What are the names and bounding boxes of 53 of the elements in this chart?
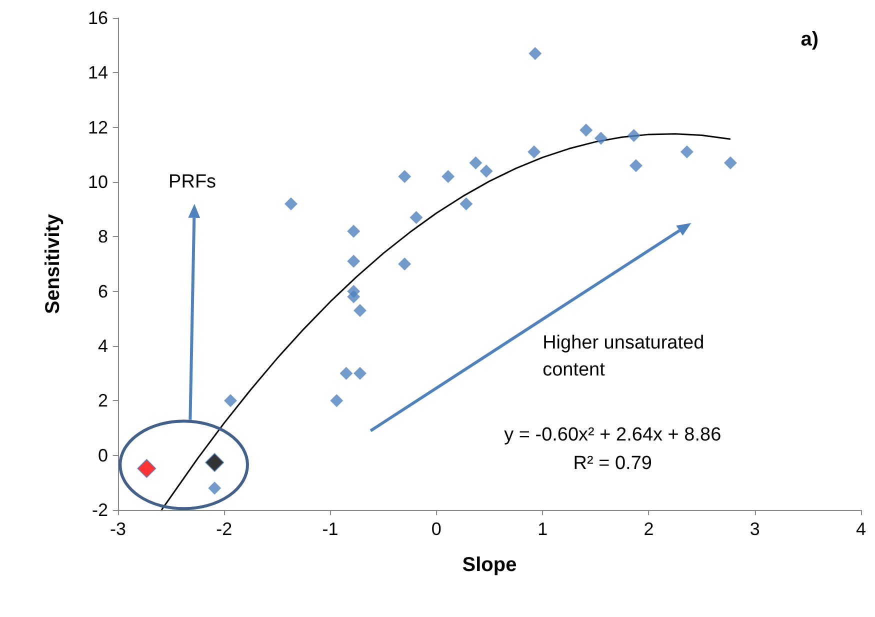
x-tick-label: 1 [538, 519, 548, 539]
line-series [160, 133, 732, 511]
point [680, 145, 694, 158]
point [347, 224, 360, 238]
point [347, 254, 360, 268]
point [528, 47, 542, 60]
x-tick-label: -3 [110, 519, 126, 539]
y-axis-title: Sensitivity [42, 213, 64, 314]
y-tick-label: 14 [88, 62, 108, 83]
y-tick-label: 2 [98, 390, 108, 411]
annotation: Higher unsaturated content [542, 332, 704, 381]
point [594, 132, 608, 145]
point [398, 170, 412, 184]
x-tick-label: -1 [322, 519, 338, 539]
annotation: PRFs [168, 171, 216, 192]
point [398, 258, 412, 270]
point [629, 159, 642, 172]
point [208, 482, 222, 495]
y-tick-label: 6 [98, 281, 108, 302]
y-tick-label: 0 [98, 445, 108, 466]
point [354, 304, 367, 317]
point [724, 156, 737, 170]
point [627, 129, 640, 142]
point [330, 394, 344, 408]
point [460, 197, 473, 210]
point [284, 197, 298, 210]
y-tick-label: 10 [88, 172, 108, 192]
y-tick-label: 8 [98, 226, 108, 247]
y-tick-label: 12 [88, 117, 108, 138]
x-tick-label: 2 [644, 519, 654, 539]
x-tick-label: 3 [750, 519, 760, 539]
point [137, 458, 156, 478]
y-tick-label: 4 [98, 336, 108, 356]
point [528, 145, 541, 158]
y-tick-label: -2 [92, 500, 108, 520]
point [347, 290, 360, 304]
annotation: y = -0.60x² + 2.64x + 8.86 [504, 424, 722, 446]
annotation: a) [800, 28, 819, 50]
x-tick-label: -2 [216, 519, 232, 539]
point [580, 124, 593, 137]
annotation: R² = 0.79 [573, 453, 652, 474]
x-axis-title: Slope [462, 554, 517, 576]
point [469, 156, 482, 170]
point [480, 164, 493, 178]
point [205, 452, 224, 472]
point [442, 170, 455, 184]
point [354, 366, 367, 380]
point [410, 211, 423, 224]
x-tick-label: 0 [431, 519, 442, 539]
point [340, 366, 353, 380]
point [224, 394, 238, 408]
x-tick-label: 4 [856, 519, 866, 539]
y-tick-label: 16 [88, 8, 108, 28]
